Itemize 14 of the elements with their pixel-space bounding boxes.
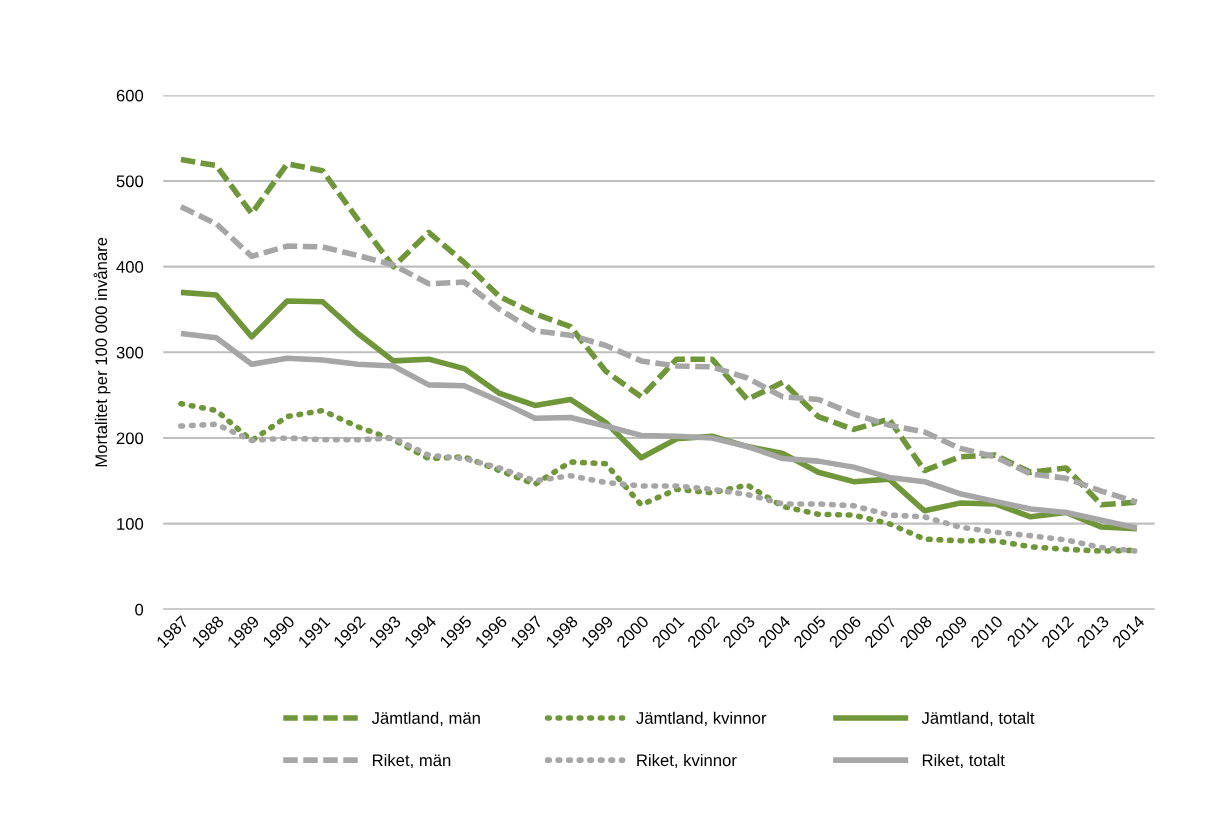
y-axis-title: Mortalitet per 100 000 invånare bbox=[93, 237, 111, 467]
y-tick-label: 100 bbox=[117, 518, 144, 530]
y-tick-label: 200 bbox=[116, 432, 144, 445]
y-tick-label: 500 bbox=[116, 175, 144, 188]
legend-label: Riket, totalt bbox=[922, 753, 1005, 769]
y-tick-label: 0 bbox=[135, 603, 144, 616]
legend-label: Jämtland, totalt bbox=[921, 711, 1035, 726]
legend-label: Riket, kvinnor bbox=[637, 753, 737, 769]
legend-label: Jämtland, män bbox=[371, 711, 480, 726]
y-tick-label: 400 bbox=[116, 261, 144, 273]
legend-label: Riket, män bbox=[372, 753, 451, 769]
y-tick-label: 300 bbox=[116, 346, 144, 359]
y-tick-label: 600 bbox=[116, 89, 144, 102]
legend-label: Jämtland, kvinnor bbox=[636, 711, 767, 726]
